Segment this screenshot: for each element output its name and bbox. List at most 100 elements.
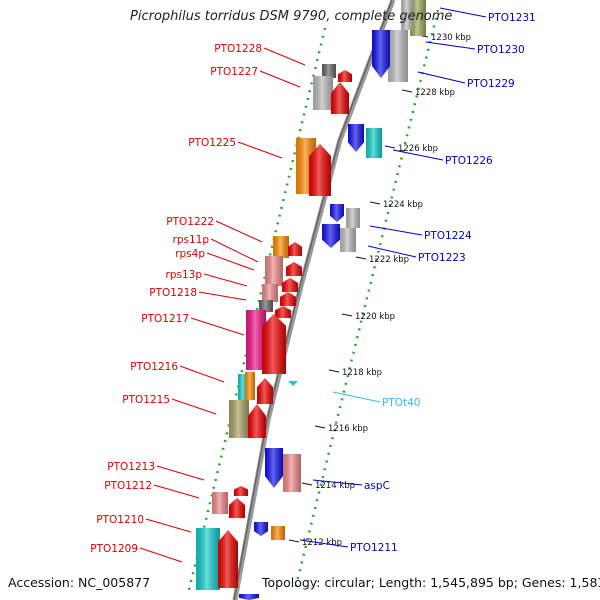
- leader-pto1224: [369, 225, 423, 236]
- gene-arrow-shade: [257, 378, 273, 404]
- leader-pto1230: [425, 41, 476, 50]
- gene-arrow-shade: [330, 204, 344, 222]
- leader-rps13p: [203, 273, 248, 287]
- leader-pto1222: [215, 220, 263, 243]
- gene-block-shade: [322, 64, 336, 78]
- gene-block-shade: [340, 228, 356, 252]
- gene-arrow-shade: [322, 224, 340, 248]
- gene-block-shade: [229, 400, 249, 438]
- gene-label-rps13p: rps13p: [166, 269, 203, 281]
- gene-block-shade: [196, 528, 220, 590]
- gene-label-rps11p: rps11p: [173, 234, 210, 246]
- gene-label-pto1226: PTO1226: [445, 155, 493, 167]
- gene-block-shade: [246, 310, 266, 370]
- gene-block-shade: [271, 526, 285, 540]
- accession-text: Accession: NC_005877: [8, 575, 151, 590]
- leader-pto1217: [190, 317, 245, 336]
- gene-block-shade: [401, 0, 413, 30]
- kbp-tick-mark: [401, 89, 413, 93]
- gene-label-pto1229: PTO1229: [467, 78, 515, 90]
- gene-arrow-shade: [262, 314, 286, 374]
- kbp-tick-label: 1228 kbp: [415, 88, 455, 98]
- leader-pto1226: [392, 149, 444, 161]
- gene-arrow-shade: [280, 292, 296, 306]
- gene-label-pto1213: PTO1213: [107, 461, 155, 473]
- kbp-tick-mark: [384, 145, 396, 149]
- leader-pto1228: [263, 47, 306, 66]
- gene-block-shade: [245, 372, 255, 400]
- kbp-tick-mark: [355, 256, 367, 260]
- gene-label-pto1227: PTO1227: [210, 66, 258, 78]
- gene-arrow-shade: [254, 522, 268, 536]
- gene-label-pto1222: PTO1222: [166, 216, 214, 228]
- gene-block-shade: [212, 492, 228, 514]
- gene-block-shade: [259, 300, 273, 312]
- gene-label-pto1231: PTO1231: [488, 12, 536, 24]
- gene-block-shade: [366, 128, 382, 158]
- gene-label-pto1228: PTO1228: [214, 43, 262, 55]
- gene-block-shade: [262, 284, 278, 302]
- leader-pto1227: [259, 70, 301, 88]
- gene-block-shade: [346, 208, 360, 228]
- gene-label-aspc: aspC: [364, 480, 390, 492]
- gene-block-shade: [238, 374, 248, 402]
- kbp-tick-mark: [341, 313, 353, 317]
- kbp-tick-label: 1226 kbp: [398, 144, 438, 154]
- gene-arrow-shade: [288, 242, 302, 256]
- leader-pto1209: [139, 547, 183, 563]
- leader-aspc: [312, 479, 363, 486]
- gene-label-pto1224: PTO1224: [424, 230, 472, 242]
- trna-marker: [288, 381, 298, 386]
- gene-arrow-shade: [372, 30, 390, 78]
- gene-label-pto1209: PTO1209: [90, 543, 138, 555]
- kbp-tick-mark: [288, 539, 300, 543]
- kbp-tick-label: 1214 kbp: [315, 481, 355, 491]
- gene-label-pto1230: PTO1230: [477, 44, 525, 56]
- gene-label-pto1218: PTO1218: [149, 287, 197, 299]
- outer-dotted-ring: [187, 27, 327, 591]
- leader-pto1231: [439, 7, 487, 18]
- gene-label-rps4p: rps4p: [175, 248, 205, 260]
- leader-pto1218: [198, 291, 247, 301]
- leader-pto1211: [299, 539, 349, 548]
- inner-dotted-ring: [293, 9, 440, 591]
- leader-pto1213: [156, 465, 205, 481]
- leader-rps4p: [206, 252, 255, 271]
- leader-pto1210: [145, 518, 192, 533]
- gene-arrow-shade: [248, 404, 266, 438]
- kbp-tick-mark: [301, 482, 313, 486]
- gene-label-pto1225: PTO1225: [188, 137, 236, 149]
- gene-label-pto1212: PTO1212: [104, 480, 152, 492]
- backbone-highlight: [233, 0, 393, 600]
- gene-label-pto1215: PTO1215: [122, 394, 170, 406]
- gene-label-ptot40: PTOt40: [382, 397, 421, 409]
- leader-pto1212: [153, 484, 200, 499]
- gene-arrow-shade: [239, 594, 259, 600]
- gene-arrow-shade: [286, 262, 302, 276]
- leader-pto1216: [179, 365, 225, 383]
- gene-label-pto1211: PTO1211: [350, 542, 398, 554]
- gene-block-shade: [388, 30, 408, 82]
- kbp-tick-mark: [328, 369, 340, 373]
- leader-rps11p: [210, 238, 259, 263]
- gene-label-pto1210: PTO1210: [96, 514, 144, 526]
- backbone: [232, 0, 396, 600]
- gene-arrow-shade: [275, 306, 291, 318]
- topology-summary: Topology: circular; Length: 1,545,895 bp…: [262, 575, 600, 590]
- gene-arrow-shade: [309, 144, 331, 196]
- leader-pto1223: [367, 245, 417, 258]
- gene-label-pto1216: PTO1216: [130, 361, 178, 373]
- gene-arrow-shade: [234, 486, 248, 496]
- genome-title: Picrophilus torridus DSM 9790, complete …: [130, 9, 453, 24]
- leader-ptot40: [332, 391, 381, 403]
- kbp-tick-label: 1224 kbp: [383, 200, 423, 210]
- gene-arrow-shade: [282, 278, 298, 292]
- gene-arrow-shade: [218, 530, 238, 588]
- gene-block-shade: [283, 454, 301, 492]
- kbp-tick-label: 1222 kbp: [369, 255, 409, 265]
- kbp-tick-label: 1216 kbp: [328, 424, 368, 434]
- gene-arrow-shade: [265, 448, 283, 488]
- gene-arrow-shade: [331, 82, 349, 114]
- gene-arrow-shade: [229, 498, 245, 518]
